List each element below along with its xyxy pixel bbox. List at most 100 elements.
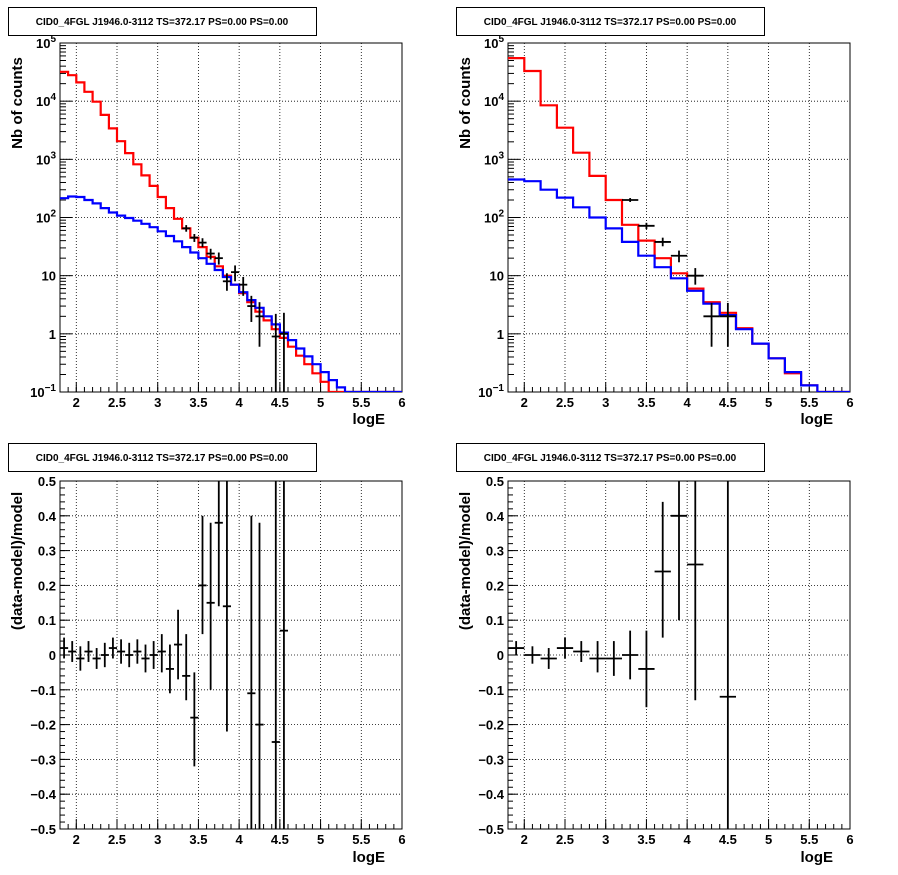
data-point (68, 641, 77, 662)
x-tick-label: 5.5 (800, 832, 818, 847)
data-point (670, 481, 688, 621)
y-tick-label: 10 (42, 269, 56, 284)
background-model-histogram (508, 178, 850, 392)
y-tick-label: 102 (484, 209, 504, 226)
y-tick-label: 0.4 (486, 509, 505, 524)
y-tick-label: 0.2 (38, 578, 56, 593)
data-point (60, 637, 69, 659)
data-point (540, 648, 557, 669)
plot-area (508, 481, 736, 829)
x-tick-label: 4 (684, 395, 692, 410)
x-tick-label: 3 (154, 832, 161, 847)
data-point (556, 637, 574, 659)
x-axis-label: logE (353, 411, 386, 428)
x-tick-label: 2 (73, 395, 80, 410)
y-axis-label: (data-model)/model (9, 492, 26, 630)
data-point (719, 302, 736, 347)
x-tick-label: 2 (521, 832, 528, 847)
y-tick-label: 0.1 (486, 613, 504, 628)
title-box (8, 443, 317, 472)
x-tick-label: 2.5 (108, 832, 126, 847)
data-point (182, 634, 191, 701)
x-tick-label: 4 (684, 832, 692, 847)
y-tick-label: 10 (490, 269, 504, 284)
y-tick-base: 10 (484, 152, 498, 167)
x-tick-label: 6 (846, 832, 853, 847)
data-point (622, 198, 639, 202)
x-axis-label: logE (353, 849, 386, 866)
x-tick-label: 3.5 (637, 832, 655, 847)
data-point (255, 302, 264, 347)
y-axis-label: (data-model)/model (457, 492, 474, 630)
chart-panel-1: CID0_4FGL J1946.0-3112 TS=372.17 PS=0.00… (8, 7, 406, 428)
y-tick-base: 10 (42, 269, 56, 284)
x-tick-label: 5 (317, 395, 324, 410)
y-tick-label: 0.5 (486, 474, 504, 489)
x-tick-label: 4.5 (719, 395, 737, 410)
y-tick-label: −0.4 (478, 787, 504, 802)
y-tick-base: 10 (484, 211, 498, 226)
y-tick-label: 105 (484, 34, 504, 51)
chart-panel-4: CID0_4FGL J1946.0-3112 TS=372.17 PS=0.00… (456, 443, 854, 866)
y-tick-label: 0.4 (38, 509, 57, 524)
data-point (84, 641, 93, 662)
data-point (214, 252, 223, 265)
data-point (247, 515, 256, 829)
data-point (279, 312, 288, 392)
title-box (456, 443, 765, 472)
data-point (622, 630, 639, 680)
y-tick-base: 1 (49, 327, 56, 342)
y-tick-label: 0 (497, 648, 504, 663)
x-tick-label: 3 (602, 832, 609, 847)
y-tick-base: 10 (36, 94, 50, 109)
y-tick-label: 0 (49, 648, 56, 663)
data-point (239, 276, 248, 296)
data-point (524, 646, 541, 664)
x-tick-label: 5.5 (352, 395, 370, 410)
x-tick-label: 3 (154, 395, 161, 410)
y-tick-label: −0.5 (30, 822, 56, 837)
x-tick-label: 6 (398, 395, 405, 410)
y-tick-label: 1 (497, 327, 504, 342)
total-model-histogram (60, 70, 402, 392)
data-point (605, 641, 622, 676)
data-point (100, 642, 109, 668)
data-point (654, 237, 671, 247)
plot-area (60, 70, 402, 392)
data-point (165, 644, 174, 694)
x-tick-label: 2.5 (108, 395, 126, 410)
chart-title: CID0_4FGL J1946.0-3112 TS=372.17 PS=0.00… (36, 17, 289, 28)
x-tick-label: 3 (602, 395, 609, 410)
data-point (76, 646, 85, 671)
data-point (190, 672, 199, 767)
data-point (573, 641, 590, 662)
data-point (198, 515, 207, 635)
y-tick-base: 10 (36, 211, 50, 226)
x-tick-label: 5 (317, 832, 324, 847)
y-tick-exponent: 3 (50, 150, 56, 161)
x-axis-label: logE (801, 411, 834, 428)
y-axis-label: Nb of counts (457, 57, 474, 149)
data-point (638, 222, 655, 230)
x-tick-label: 3.5 (189, 395, 207, 410)
data-point (638, 630, 655, 708)
data-point (247, 295, 256, 322)
data-point (174, 609, 183, 680)
y-tick-exponent: 5 (50, 34, 56, 45)
data-point (271, 481, 280, 829)
data-point (182, 225, 191, 232)
x-tick-label: 5 (765, 832, 772, 847)
data-point (508, 641, 525, 655)
data-point (719, 481, 736, 829)
y-tick-label: −0.1 (30, 683, 56, 698)
y-tick-base: 10 (478, 385, 492, 400)
y-tick-exponent: −1 (493, 383, 505, 394)
data-point (214, 481, 223, 607)
data-point (687, 481, 704, 701)
title-box (456, 7, 765, 36)
data-point (670, 250, 688, 263)
y-tick-label: 0.1 (38, 613, 56, 628)
x-tick-label: 3.5 (637, 395, 655, 410)
y-tick-exponent: 4 (498, 92, 504, 103)
y-tick-label: −0.4 (30, 787, 56, 802)
